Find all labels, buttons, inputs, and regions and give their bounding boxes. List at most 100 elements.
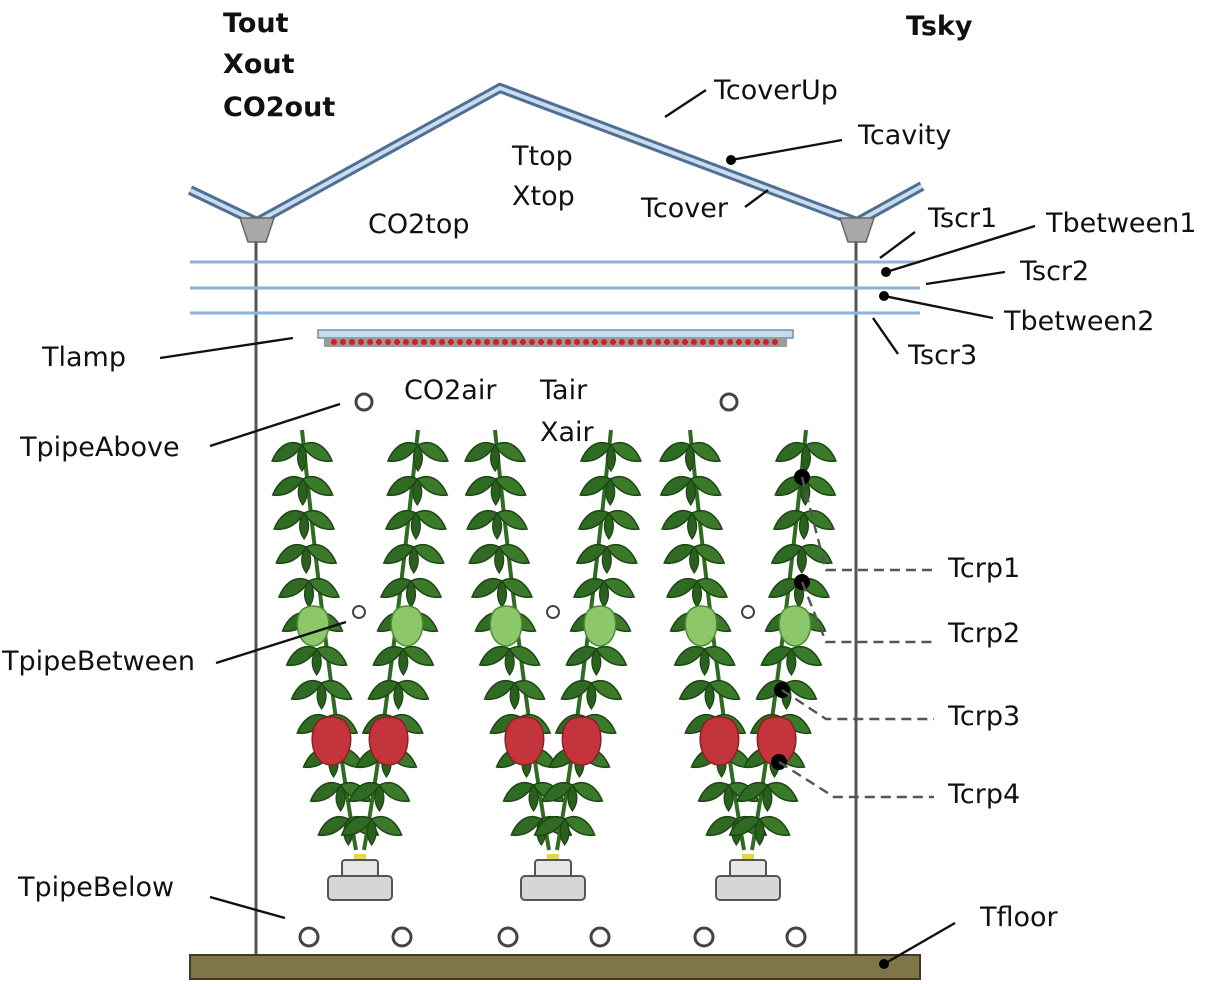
leader-scr2: [925, 270, 1006, 286]
lamp-led: [475, 339, 481, 345]
lamp-led: [763, 339, 769, 345]
crop-leaf: [367, 679, 430, 710]
leader-lines: [159, 88, 1036, 969]
label-tscr3: Tscr3: [907, 340, 977, 371]
label-co2top: CO2top: [368, 209, 470, 240]
lamp-led: [736, 339, 742, 345]
crop-plant: [659, 429, 837, 901]
leader-lamp: [159, 336, 294, 360]
floor-dot: [879, 959, 889, 969]
label-tout: Tout: [223, 8, 289, 39]
label-xout: Xout: [223, 49, 295, 80]
leader-cover: [744, 189, 769, 208]
crop-leaf: [271, 441, 333, 472]
crop-leaf: [386, 475, 449, 506]
leader-pipe-below: [209, 895, 286, 920]
lamp-led: [340, 339, 346, 345]
leader-cavity: [730, 138, 843, 162]
lamp-led: [331, 339, 337, 345]
crop-leaf: [661, 509, 723, 540]
crop-rows: [271, 429, 837, 901]
lamp-led: [646, 339, 652, 345]
lamp-led: [547, 339, 553, 345]
lamp-led: [655, 339, 661, 345]
label-tcavity: Tcavity: [857, 120, 951, 151]
green-pepper: [583, 605, 617, 647]
gutter-left: [238, 217, 276, 243]
lamp-led: [421, 339, 427, 345]
lamp-led: [412, 339, 418, 345]
label-tcover-up: TcoverUp: [713, 75, 838, 106]
crop-plant: [271, 429, 449, 901]
green-pepper: [390, 605, 424, 647]
crop-plant: [464, 429, 642, 901]
label-tsky: Tsky: [906, 11, 973, 42]
lamp-led: [367, 339, 373, 345]
crop-leaf: [578, 509, 640, 540]
lamp: [317, 329, 794, 347]
label-xtop: Xtop: [512, 181, 575, 212]
leader-scr3: [872, 317, 899, 355]
lamp-led: [664, 339, 670, 345]
crop-stem: [688, 429, 746, 851]
crop-leaf: [576, 543, 638, 574]
leader-crop-1: [800, 476, 934, 572]
lamp-led: [574, 339, 580, 345]
pipe-between: [352, 605, 366, 619]
lamp-led: [529, 339, 535, 345]
crop-stem: [362, 429, 420, 851]
crop-leaf: [387, 441, 449, 472]
lamp-led: [718, 339, 724, 345]
lamp-led: [358, 339, 364, 345]
greenhouse-roof: [187, 82, 925, 243]
lamp-led: [376, 339, 382, 345]
pipe-below: [693, 926, 715, 948]
crop-leaf: [478, 645, 541, 676]
crop-leaf: [659, 475, 722, 506]
crop-leaf: [775, 441, 837, 472]
between1-dot: [881, 267, 891, 277]
lamp-led: [520, 339, 526, 345]
crop-leaf: [383, 543, 445, 574]
crop-leaf: [579, 475, 642, 506]
lamp-led: [682, 339, 688, 345]
greenhouse-walls: [254, 242, 858, 955]
crop-leaf: [678, 679, 741, 710]
lamp-led: [619, 339, 625, 345]
crop-leaf: [471, 577, 533, 608]
crop-leaf: [573, 577, 635, 608]
lamp-led: [430, 339, 436, 345]
plant-pot: [327, 853, 393, 901]
thermal-screens: [190, 260, 920, 315]
green-pepper: [489, 605, 523, 647]
crop-leaf: [380, 577, 442, 608]
lamp-led: [583, 339, 589, 345]
crop-leaf: [271, 475, 334, 506]
crop-leaf: [565, 645, 628, 676]
lamp-led: [466, 339, 472, 345]
label-tpipe-above: TpipeAbove: [19, 432, 180, 463]
crop-leaf: [464, 441, 526, 472]
pipe-between: [741, 605, 755, 619]
lamp-led: [439, 339, 445, 345]
crop-leaf: [760, 645, 823, 676]
crop-leaf: [273, 509, 335, 540]
lamp-led: [754, 339, 760, 345]
label-tair: Tair: [539, 375, 588, 406]
lamp-led: [394, 339, 400, 345]
label-tbetween1: Tbetween1: [1045, 208, 1196, 239]
lamp-led: [772, 339, 778, 345]
lamp-led: [457, 339, 463, 345]
labels: Tout Xout CO2out Tsky TcoverUp Tcavity T…: [1, 8, 1196, 933]
lamp-led: [502, 339, 508, 345]
label-tpipe-below: TpipeBelow: [17, 872, 174, 903]
red-pepper: [368, 716, 409, 766]
pipe-below: [589, 926, 611, 948]
label-tcrp1: Tcrp1: [947, 553, 1020, 584]
leader-crop-3: [781, 688, 934, 721]
crop-leaf: [385, 509, 447, 540]
label-tcover: Tcover: [640, 193, 729, 224]
crop-leaf: [483, 679, 546, 710]
red-pepper: [561, 716, 602, 766]
